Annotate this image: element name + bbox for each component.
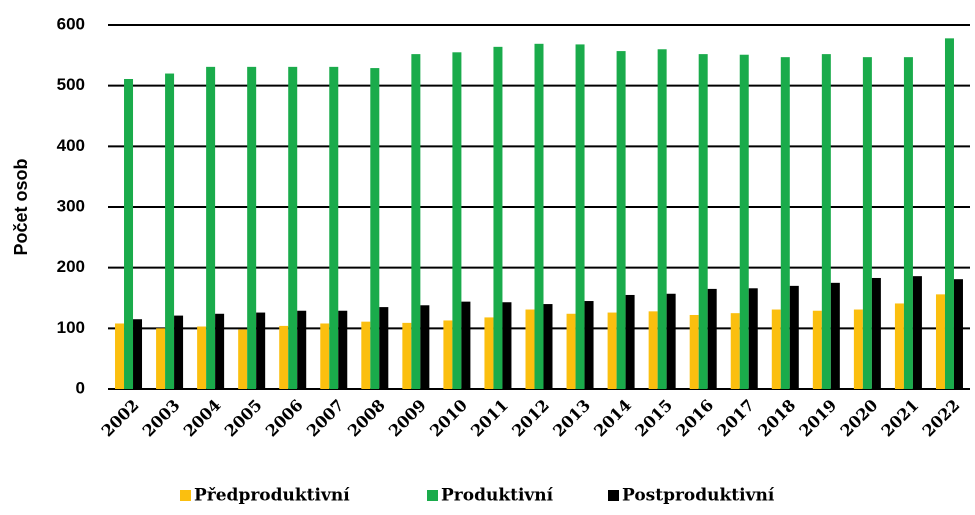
y-tick-label: 500 xyxy=(57,75,85,94)
bar xyxy=(379,307,389,389)
bar xyxy=(625,294,635,389)
bar xyxy=(256,312,266,389)
bar xyxy=(279,325,289,389)
bar xyxy=(247,66,257,390)
bar xyxy=(165,73,175,390)
x-tick-label: 2007 xyxy=(303,396,348,441)
bar xyxy=(771,309,781,389)
bar xyxy=(238,329,248,389)
x-tick-label: 2022 xyxy=(919,396,964,441)
bar xyxy=(370,68,380,389)
bar xyxy=(338,310,348,389)
bar xyxy=(543,304,553,389)
bar xyxy=(780,57,790,390)
x-tick-label: 2009 xyxy=(385,396,430,441)
legend-swatch xyxy=(608,490,619,501)
x-tick-label: 2002 xyxy=(98,396,143,441)
bar xyxy=(575,44,585,390)
bar xyxy=(707,288,717,389)
bar xyxy=(912,276,922,389)
x-tick-label: 2015 xyxy=(631,396,676,441)
y-tick-label: 400 xyxy=(57,136,85,155)
x-tick-label: 2005 xyxy=(221,396,266,441)
bar xyxy=(297,310,307,389)
bar xyxy=(124,78,134,389)
x-tick-label: 2019 xyxy=(795,396,840,441)
x-tick-label: 2018 xyxy=(754,396,799,441)
legend-swatch xyxy=(180,490,191,501)
bar xyxy=(502,302,512,389)
x-tick-label: 2011 xyxy=(467,396,512,441)
y-tick-label: 600 xyxy=(57,14,85,33)
bar xyxy=(944,38,954,389)
x-tick-label: 2013 xyxy=(549,396,594,441)
bar xyxy=(288,66,298,390)
bar xyxy=(853,309,863,389)
legend-label: Postproduktivní xyxy=(622,486,775,506)
bar xyxy=(812,310,822,389)
bar xyxy=(903,57,913,390)
x-tick-label: 2021 xyxy=(878,396,923,441)
y-axis-label: Počet osob xyxy=(11,158,31,255)
bar xyxy=(461,301,471,389)
bar xyxy=(115,323,125,389)
bar xyxy=(534,43,544,389)
bar xyxy=(871,277,881,389)
legend-swatch xyxy=(427,490,438,501)
bar xyxy=(657,49,667,390)
x-tick-label: 2006 xyxy=(262,396,307,441)
bar xyxy=(420,305,430,389)
bar xyxy=(566,313,576,389)
legend-label: Produktivní xyxy=(441,486,554,506)
bar xyxy=(525,309,535,389)
bar xyxy=(607,312,617,389)
x-tick-label: 2014 xyxy=(590,396,635,441)
bar xyxy=(953,279,963,389)
y-tick-label: 300 xyxy=(57,196,85,215)
bar xyxy=(452,52,462,390)
bar xyxy=(689,314,699,389)
y-tick-label: 0 xyxy=(76,378,85,397)
y-tick-label: 200 xyxy=(57,257,85,276)
bar xyxy=(935,294,945,389)
bar xyxy=(174,315,184,389)
x-tick-label: 2017 xyxy=(713,396,758,441)
bar xyxy=(215,313,225,389)
x-tick-label: 2020 xyxy=(836,396,881,441)
x-tick-label: 2004 xyxy=(180,396,225,441)
x-tick-label: 2003 xyxy=(139,396,184,441)
bar xyxy=(197,326,207,389)
bar xyxy=(739,54,749,390)
bar xyxy=(648,311,658,389)
x-tick-label: 2010 xyxy=(426,396,471,441)
legend-label: Předproduktivní xyxy=(194,486,350,506)
bar xyxy=(329,66,339,390)
bar xyxy=(830,282,840,389)
bar xyxy=(894,303,904,389)
bar xyxy=(821,54,831,390)
bar xyxy=(484,317,494,389)
bar xyxy=(402,322,412,389)
bar xyxy=(156,328,166,389)
x-tick-label: 2016 xyxy=(672,396,717,441)
bar xyxy=(698,54,708,390)
bar xyxy=(748,288,758,389)
bar xyxy=(411,54,421,390)
x-tick-label: 2012 xyxy=(508,396,553,441)
bar xyxy=(862,57,872,390)
bar xyxy=(361,321,371,389)
bar xyxy=(493,46,503,390)
bar xyxy=(320,323,330,389)
bar xyxy=(666,293,676,389)
bar xyxy=(730,313,740,389)
bar xyxy=(443,320,453,389)
y-tick-label: 100 xyxy=(57,318,85,337)
bar xyxy=(133,319,143,389)
bar xyxy=(789,285,799,389)
x-tick-label: 2008 xyxy=(344,396,389,441)
bar xyxy=(616,51,626,389)
bar xyxy=(206,66,216,390)
bar xyxy=(584,301,594,389)
